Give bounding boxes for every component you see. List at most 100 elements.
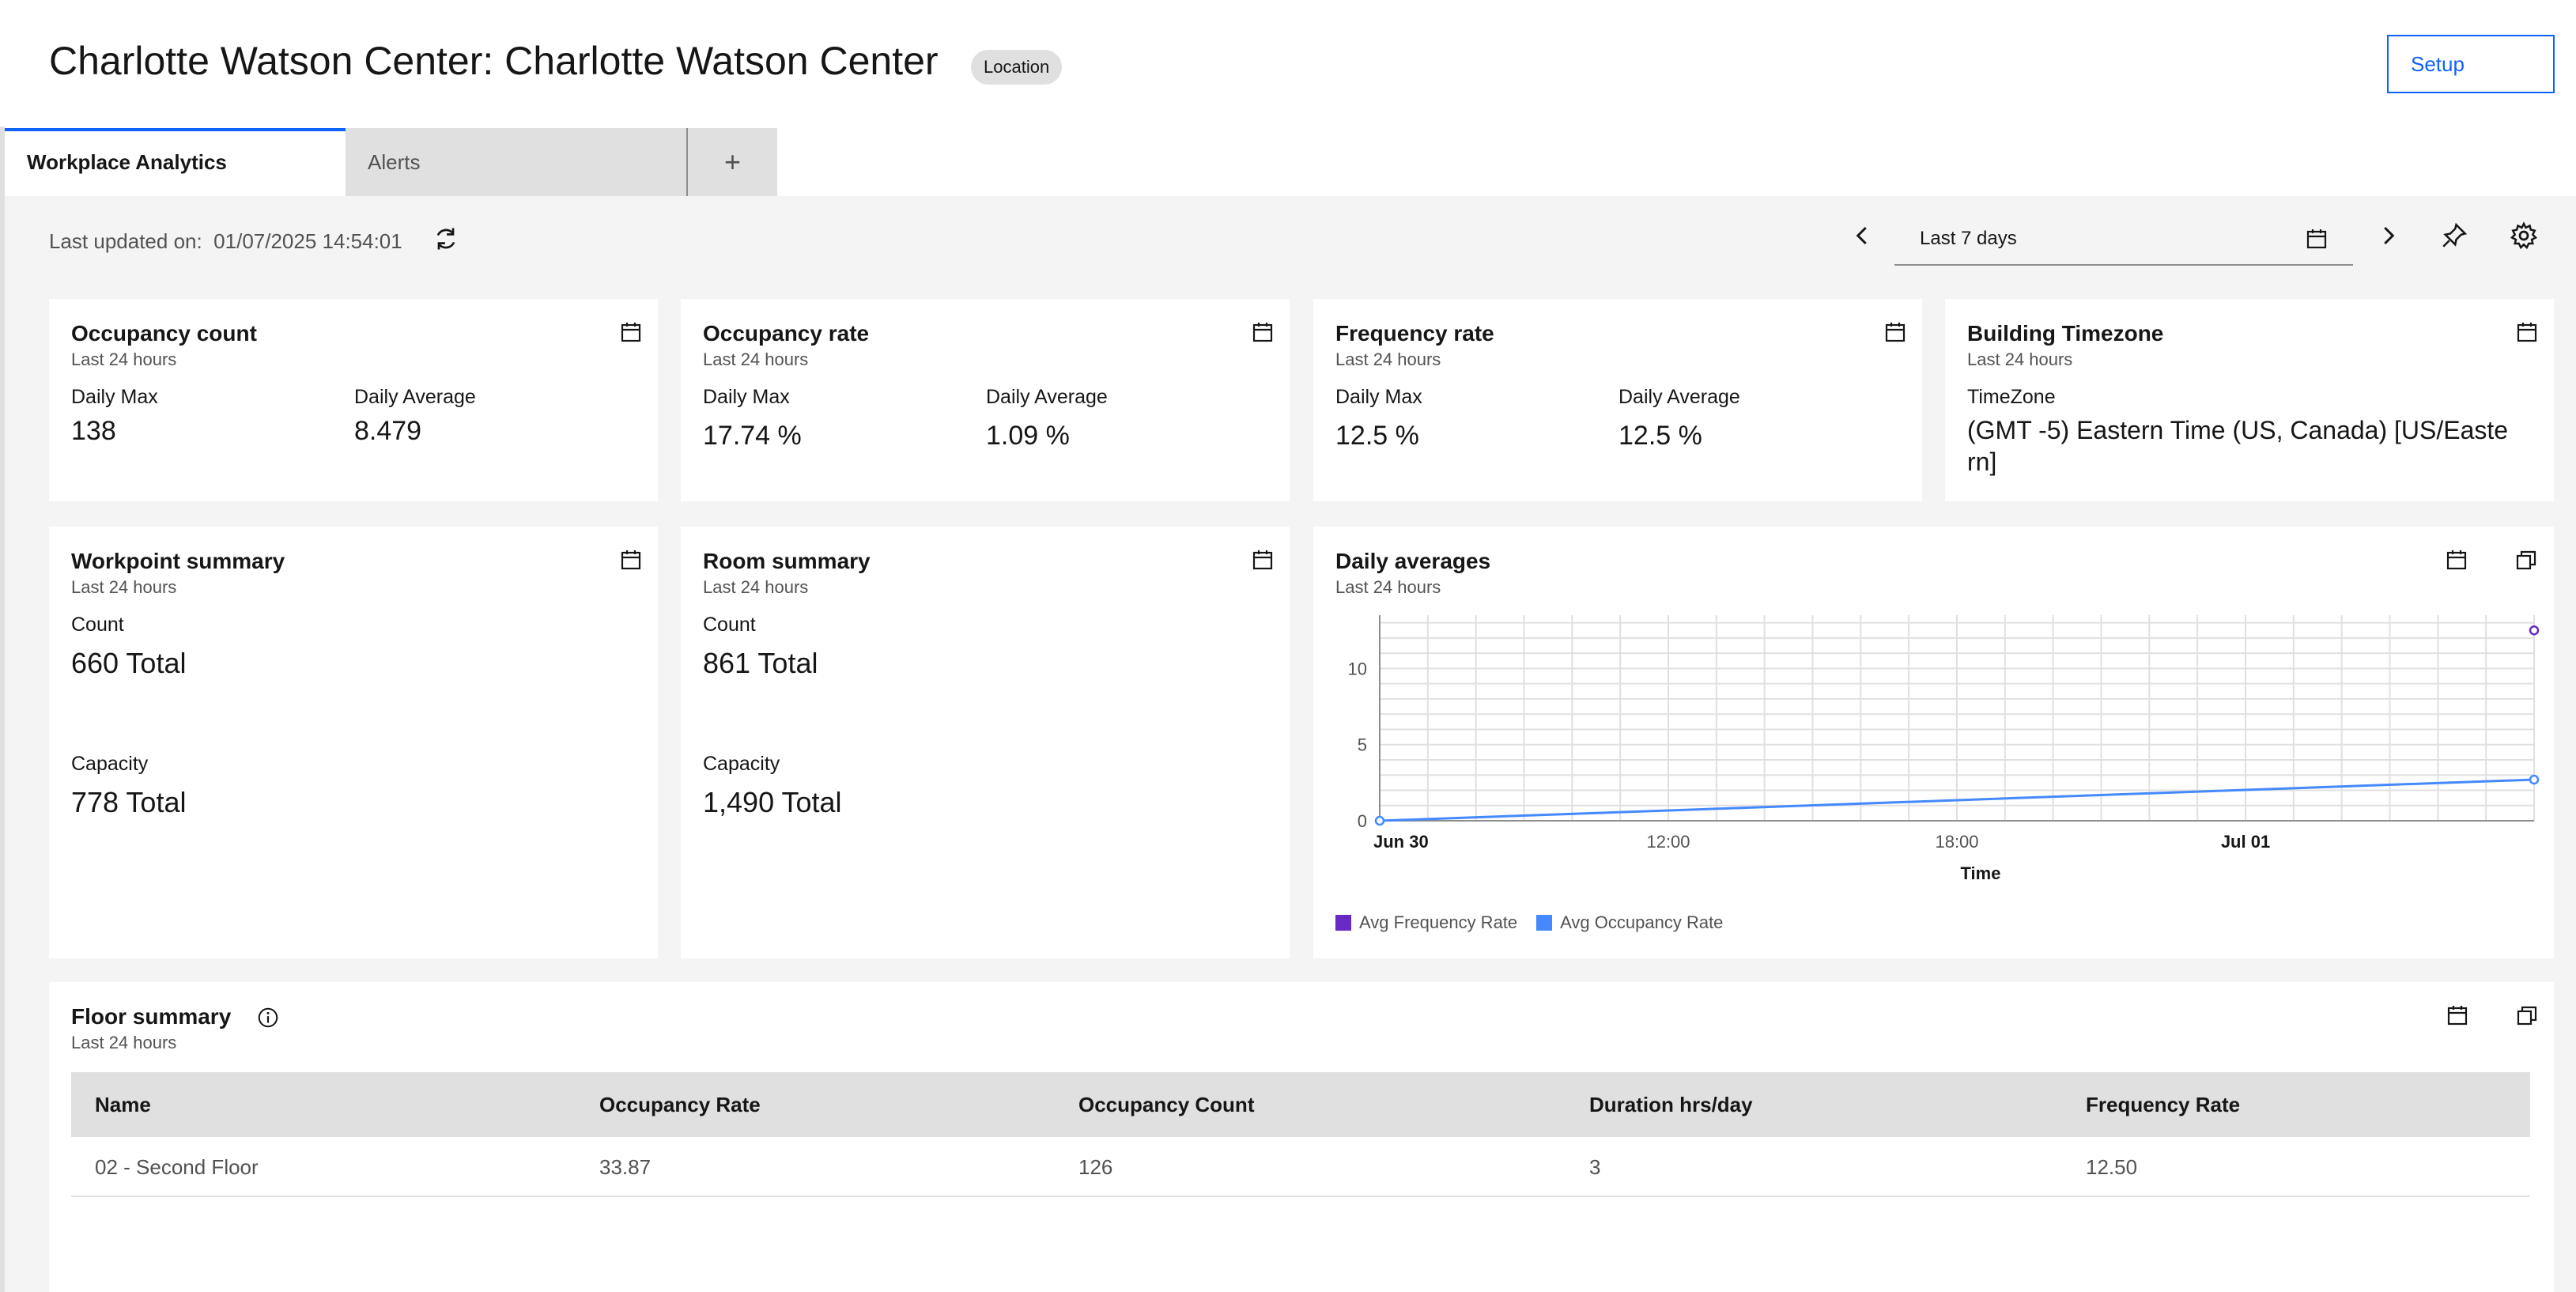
table-header: Name Occupancy Rate Occupancy Count Dura… <box>71 1072 2530 1137</box>
daily-average-label: Daily Average <box>1618 386 1740 408</box>
expand-icon[interactable] <box>2514 547 2539 572</box>
chart-legend: Avg Frequency Rate Avg Occupancy Rate <box>1335 912 1742 933</box>
tab-alerts[interactable]: Alerts <box>346 128 686 196</box>
card-title: Occupancy rate <box>703 321 870 346</box>
daily-max-label: Daily Max <box>71 386 158 408</box>
page-title: Charlotte Watson Center: Charlotte Watso… <box>49 39 939 83</box>
daily-average-label: Daily Average <box>354 386 476 408</box>
date-range-picker[interactable]: Last 7 days <box>1894 213 2353 266</box>
daily-average-value: 8.479 <box>354 416 422 446</box>
timezone-label: TimeZone <box>1967 386 2056 408</box>
column-header-name[interactable]: Name <box>95 1093 151 1116</box>
card-subtitle: Last 24 hours <box>71 1033 177 1052</box>
card-subtitle: Last 24 hours <box>703 577 809 597</box>
location-tag: Location <box>971 50 1063 85</box>
card-title: Frequency rate <box>1335 321 1494 346</box>
card-subtitle: Last 24 hours <box>1967 349 2073 369</box>
tab-workplace-analytics[interactable]: Workplace Analytics <box>5 128 346 196</box>
occupancy-rate-card: Occupancy rate Last 24 hours Daily Max 1… <box>681 299 1290 501</box>
card-title: Room summary <box>703 549 871 573</box>
column-header-duration[interactable]: Duration hrs/day <box>1589 1093 1753 1116</box>
cell-name: 02 - Second Floor <box>95 1155 259 1179</box>
capacity-value: 1,490 Total <box>703 786 842 818</box>
capacity-label: Capacity <box>71 753 149 775</box>
daily-averages-chart: 0 5 10 Jun 30 12:00 18:00 Jul 01 Time <box>1348 615 2540 883</box>
calendar-icon[interactable] <box>2514 319 2540 345</box>
gear-icon[interactable] <box>2508 220 2540 251</box>
legend-item-occupancy[interactable]: Avg Occupancy Rate <box>1536 912 1723 933</box>
expand-icon[interactable] <box>2514 1003 2540 1028</box>
cell-duration: 3 <box>1589 1155 1601 1179</box>
calendar-icon[interactable] <box>1250 319 1275 345</box>
last-updated: Last updated on: 01/07/2025 14:54:01 <box>49 229 402 254</box>
building-timezone-card: Building Timezone Last 24 hours TimeZone… <box>1945 299 2554 501</box>
x-tick-label: 12:00 <box>1646 832 1690 852</box>
y-tick-label: 10 <box>1348 659 1367 678</box>
y-tick-label: 0 <box>1358 811 1367 831</box>
calendar-icon[interactable] <box>1250 547 1275 572</box>
count-value: 660 Total <box>71 647 187 679</box>
chart-series <box>1374 625 2540 826</box>
x-tick-label: Jul 01 <box>2221 832 2270 852</box>
card-title: Workpoint summary <box>71 549 285 573</box>
chart-axes <box>1379 615 2534 822</box>
card-title: Building Timezone <box>1967 321 2164 346</box>
card-subtitle: Last 24 hours <box>71 349 177 369</box>
data-point <box>2529 774 2540 785</box>
frequency-rate-card: Frequency rate Last 24 hours Daily Max 1… <box>1313 299 1922 501</box>
workpoint-summary-card: Workpoint summary Last 24 hours Count 66… <box>49 527 658 958</box>
calendar-icon[interactable] <box>2445 1003 2470 1028</box>
count-label: Count <box>703 614 756 636</box>
timezone-value-wrap: rn] <box>1967 448 1997 476</box>
next-period-icon[interactable] <box>2372 220 2404 251</box>
legend-item-frequency[interactable]: Avg Frequency Rate <box>1335 912 1517 933</box>
calendar-icon[interactable] <box>1883 319 1908 345</box>
legend-swatch <box>1335 915 1351 931</box>
previous-period-icon[interactable] <box>1847 220 1879 251</box>
legend-label: Avg Frequency Rate <box>1359 912 1518 932</box>
card-subtitle: Last 24 hours <box>71 577 177 597</box>
occupancy-count-card: Occupancy count Last 24 hours Daily Max … <box>49 299 658 501</box>
card-subtitle: Last 24 hours <box>703 349 809 369</box>
daily-averages-card: Daily averages Last 24 hours 0 5 10 Jun 30 1… <box>1313 527 2554 958</box>
daily-average-value: 1.09 % <box>986 421 1070 451</box>
x-axis-title: Time <box>1961 863 2001 883</box>
info-icon[interactable] <box>256 1006 280 1029</box>
cell-occupancy-rate: 33.87 <box>599 1155 652 1179</box>
pin-icon[interactable] <box>2438 220 2470 251</box>
column-header-occupancy-rate[interactable]: Occupancy Rate <box>599 1093 761 1116</box>
column-header-occupancy-count[interactable]: Occupancy Count <box>1078 1093 1255 1116</box>
tab-bar: Workplace Analytics Alerts + <box>5 128 777 196</box>
legend-label: Avg Occupancy Rate <box>1560 912 1724 932</box>
dashboard-area: Last updated on: 01/07/2025 14:54:01 Las… <box>5 196 2576 1292</box>
daily-max-label: Daily Max <box>1335 386 1422 408</box>
chart-labels: 0 5 10 Jun 30 12:00 18:00 Jul 01 Time <box>1348 659 2271 883</box>
calendar-icon[interactable] <box>2444 547 2469 572</box>
y-tick-label: 5 <box>1358 735 1367 755</box>
series-line <box>1379 778 2535 822</box>
date-range-value: Last 7 days <box>1920 228 2017 249</box>
count-value: 861 Total <box>703 647 818 679</box>
legend-swatch <box>1536 915 1553 931</box>
refresh-icon[interactable] <box>432 225 460 253</box>
timezone-value: (GMT -5) Eastern Time (US, Canada) [US/E… <box>1967 416 2509 444</box>
count-label: Count <box>71 614 124 636</box>
x-tick-label: 18:00 <box>1935 832 1978 852</box>
column-header-frequency-rate[interactable]: Frequency Rate <box>2086 1093 2241 1116</box>
daily-average-value: 12.5 % <box>1618 421 1702 451</box>
setup-button[interactable]: Setup <box>2387 35 2555 93</box>
calendar-icon <box>2306 229 2327 249</box>
card-title: Daily averages <box>1335 549 1491 573</box>
capacity-label: Capacity <box>703 753 780 775</box>
last-updated-value: 01/07/2025 14:54:01 <box>213 229 402 253</box>
cell-occupancy-count: 126 <box>1078 1155 1113 1179</box>
add-tab-button[interactable]: + <box>686 128 777 196</box>
table-row[interactable]: 02 - Second Floor 33.87 126 3 12.50 <box>71 1137 2530 1197</box>
daily-average-label: Daily Average <box>986 386 1108 408</box>
last-updated-label: Last updated on: <box>49 229 202 253</box>
floor-summary-table: Name Occupancy Rate Occupancy Count Dura… <box>71 1072 2530 1197</box>
calendar-icon[interactable] <box>618 547 644 572</box>
x-tick-label: Jun 30 <box>1373 832 1429 852</box>
calendar-icon[interactable] <box>618 319 644 345</box>
daily-max-value: 12.5 % <box>1335 421 1419 451</box>
